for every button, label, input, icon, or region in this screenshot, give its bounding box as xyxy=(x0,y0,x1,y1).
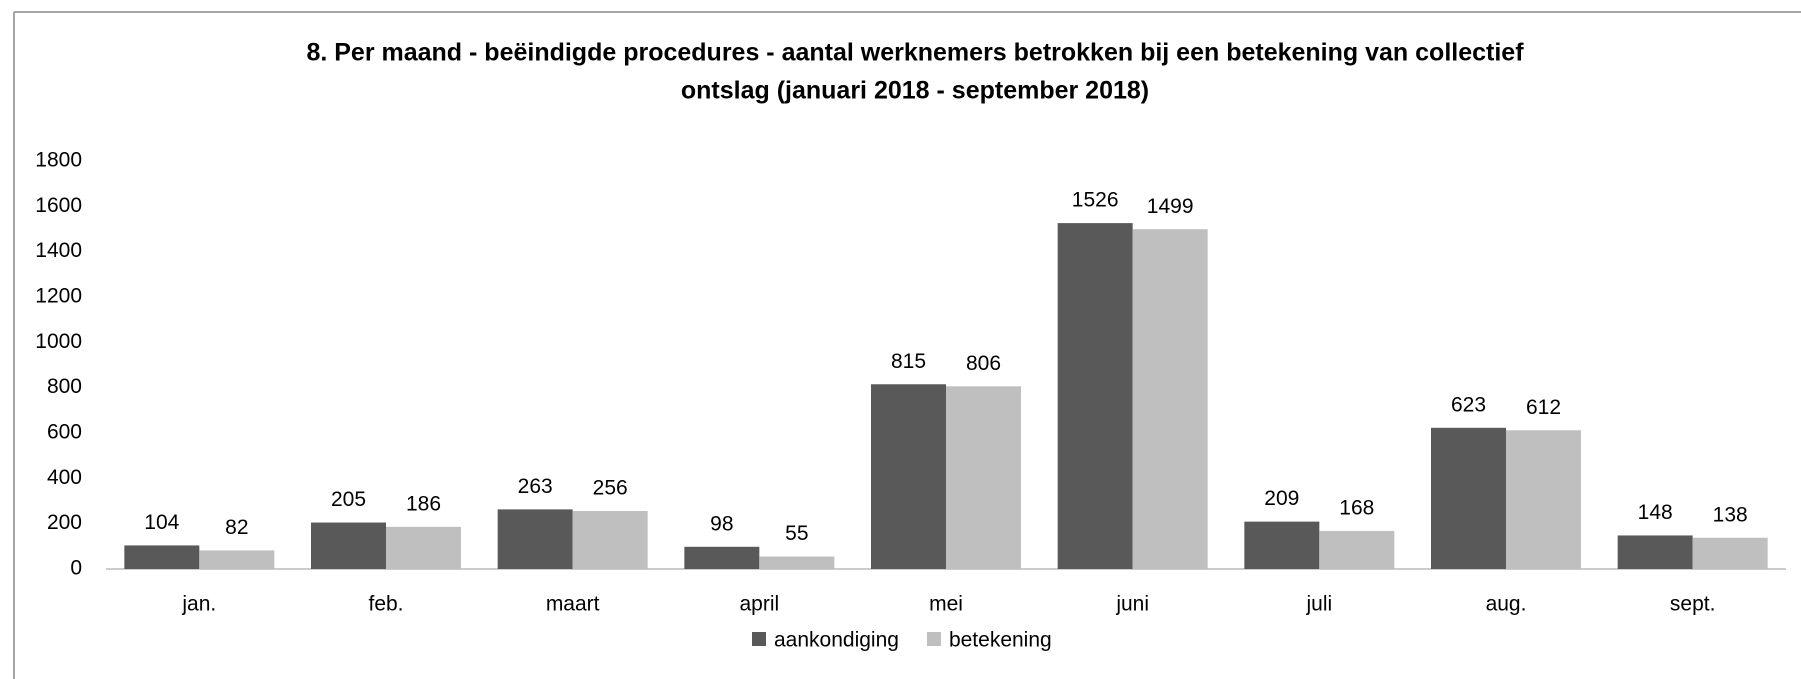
bar xyxy=(946,386,1021,569)
bar xyxy=(1244,521,1320,569)
bar xyxy=(1617,535,1693,569)
value-label: 168 xyxy=(1339,496,1374,519)
x-tick-label: mei xyxy=(929,593,963,616)
value-label: 148 xyxy=(1638,501,1673,524)
chart-title: ontslag (januari 2018 - september 2018) xyxy=(681,77,1149,105)
bar xyxy=(1431,427,1506,569)
value-label: 806 xyxy=(966,352,1001,375)
bar xyxy=(386,526,461,569)
value-label: 612 xyxy=(1526,396,1561,419)
bar xyxy=(1057,223,1133,569)
bar xyxy=(572,510,648,569)
value-label: 1526 xyxy=(1072,189,1119,212)
value-label: 104 xyxy=(144,511,179,534)
value-label: 1499 xyxy=(1147,195,1194,218)
legend-label: aankondiging xyxy=(774,629,899,652)
bar xyxy=(1319,530,1395,569)
bar xyxy=(871,384,946,569)
x-tick-label: sept. xyxy=(1670,593,1716,616)
value-label: 55 xyxy=(785,522,808,545)
y-tick-label: 1800 xyxy=(35,149,82,172)
x-tick-label: juli xyxy=(1305,593,1332,616)
value-label: 256 xyxy=(593,477,628,500)
y-tick-label: 1200 xyxy=(35,285,82,308)
value-label: 815 xyxy=(891,350,926,373)
bar xyxy=(124,545,200,569)
value-label: 623 xyxy=(1451,393,1486,416)
y-tick-label: 1000 xyxy=(35,330,82,353)
value-label: 138 xyxy=(1713,503,1748,526)
chart-title: 8. Per maand - beëindigde procedures - a… xyxy=(306,39,1524,67)
legend-swatch xyxy=(752,632,766,646)
y-tick-label: 800 xyxy=(47,375,82,398)
x-tick-label: april xyxy=(739,593,779,616)
value-label: 186 xyxy=(406,492,441,515)
x-tick-label: feb. xyxy=(368,593,403,616)
y-tick-label: 400 xyxy=(47,466,82,489)
bar xyxy=(497,509,573,569)
x-tick-label: jan. xyxy=(181,593,216,616)
y-tick-label: 600 xyxy=(47,421,82,444)
x-tick-label: aug. xyxy=(1486,593,1527,616)
bar xyxy=(759,556,835,569)
value-label: 82 xyxy=(225,516,248,539)
bar xyxy=(1692,537,1768,569)
y-tick-label: 1400 xyxy=(35,239,82,262)
x-tick-label: juni xyxy=(1115,593,1149,616)
value-label: 209 xyxy=(1264,487,1299,510)
legend-label: betekening xyxy=(949,629,1052,652)
y-tick-label: 0 xyxy=(70,557,82,580)
value-label: 263 xyxy=(518,475,553,498)
value-label: 98 xyxy=(710,512,733,535)
bar xyxy=(311,522,386,569)
x-tick-label: maart xyxy=(546,593,600,616)
value-label: 205 xyxy=(331,488,366,511)
legend-swatch xyxy=(926,632,941,646)
bar xyxy=(684,546,760,569)
y-tick-label: 1600 xyxy=(35,194,82,217)
bar xyxy=(1132,229,1208,569)
bar xyxy=(199,550,275,569)
bar xyxy=(1506,430,1581,569)
y-tick-label: 200 xyxy=(47,511,82,534)
